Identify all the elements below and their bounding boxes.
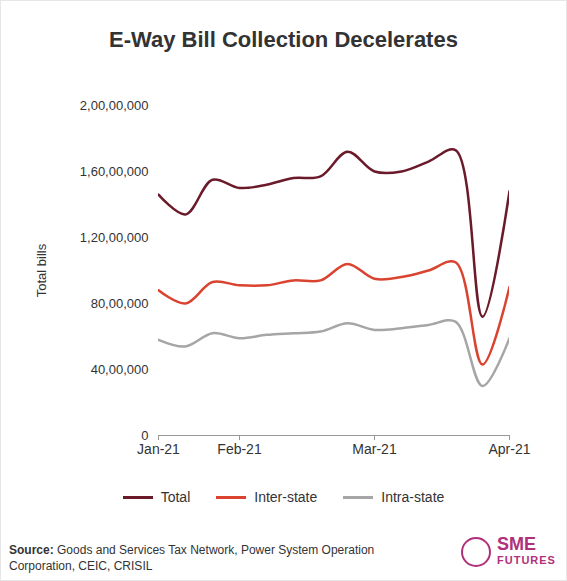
svg-text:Feb-21: Feb-21 [217,441,262,457]
html-text:Inter-state: Inter-state [254,489,318,505]
svg-text:Apr-21: Apr-21 [488,441,530,457]
html-text:Source: Goods and Services Tax: Source: Goods and Services Tax Network, … [9,543,375,573]
html-text:FUTURES: FUTURES [497,554,556,566]
svg-text:40,00,000: 40,00,000 [91,362,149,377]
html-text:E-Way Bill Collection Decelera: E-Way Bill Collection Decelerates [109,27,458,52]
html-text:SME: SME [497,534,536,554]
html-text:Intra-state: Intra-state [381,489,445,505]
svg-text:1,20,00,000: 1,20,00,000 [80,230,149,245]
svg-text:2,00,00,000: 2,00,00,000 [80,98,149,113]
svg-text:Mar-21: Mar-21 [352,441,397,457]
svg-text:0: 0 [141,428,148,443]
svg-text:Jan-21: Jan-21 [137,441,180,457]
svg-text:80,00,000: 80,00,000 [91,296,149,311]
svg-text:1,60,00,000: 1,60,00,000 [80,164,149,179]
html-text:Total: Total [160,489,191,505]
svg-text:Total bills: Total bills [34,243,49,297]
